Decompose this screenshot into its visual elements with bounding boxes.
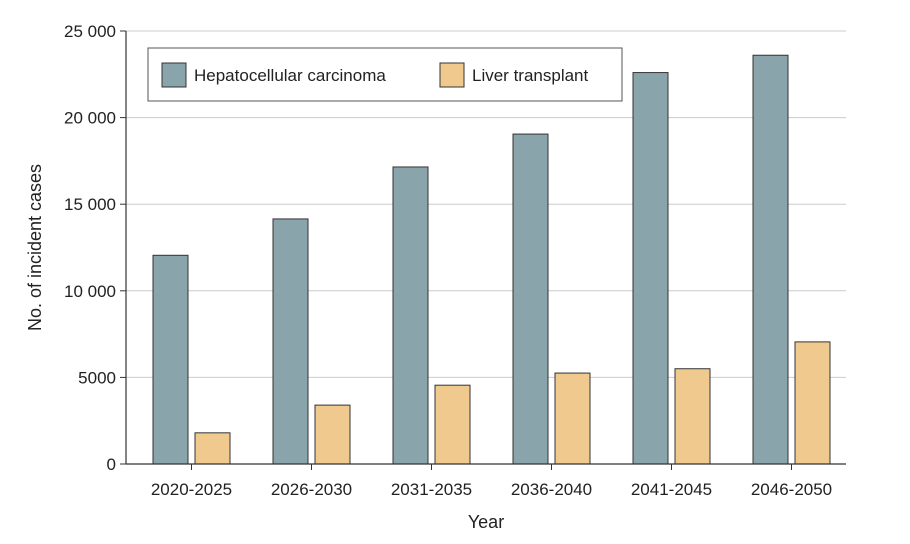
x-tick-label: 2031-2035 bbox=[391, 480, 472, 499]
y-tick-label: 0 bbox=[107, 455, 116, 474]
legend-swatch-liver-transplant bbox=[439, 62, 465, 88]
bar-hepatocellular-carcinoma-2046-2050 bbox=[752, 54, 789, 465]
legend-label-hepatocellular-carcinoma: Hepatocellular carcinoma bbox=[194, 66, 386, 85]
x-axis-title: Year bbox=[468, 512, 504, 532]
x-tick-label: 2020-2025 bbox=[151, 480, 232, 499]
bar-hepatocellular-carcinoma-2020-2025 bbox=[152, 254, 189, 465]
y-tick-label: 5000 bbox=[78, 368, 116, 387]
bar-hepatocellular-carcinoma-2026-2030 bbox=[272, 218, 309, 465]
bar-hepatocellular-carcinoma-2031-2035 bbox=[392, 166, 429, 465]
legend-label-liver-transplant: Liver transplant bbox=[472, 66, 589, 85]
bar-liver-transplant-2041-2045 bbox=[674, 368, 711, 465]
legend-swatch-hepatocellular-carcinoma bbox=[161, 62, 187, 88]
bar-hepatocellular-carcinoma-2036-2040 bbox=[512, 133, 549, 465]
x-tick-label: 2041-2045 bbox=[631, 480, 712, 499]
y-tick-label: 15 000 bbox=[64, 195, 116, 214]
bar-hepatocellular-carcinoma-2041-2045 bbox=[632, 72, 669, 465]
bar-liver-transplant-2046-2050 bbox=[794, 341, 831, 465]
x-tick-label: 2046-2050 bbox=[751, 480, 832, 499]
gridlines bbox=[126, 30, 846, 378]
y-tick-label: 20 000 bbox=[64, 109, 116, 128]
legend-box bbox=[147, 47, 623, 102]
bar-liver-transplant-2031-2035 bbox=[434, 384, 471, 465]
bar-liver-transplant-2036-2040 bbox=[554, 372, 591, 465]
bar-liver-transplant-2020-2025 bbox=[194, 432, 231, 465]
y-tick-labels: 0 5000 10 000 15 000 20 000 25 000 bbox=[64, 22, 126, 474]
y-axis-title: No. of incident cases bbox=[25, 164, 45, 331]
x-tick-label: 2036-2040 bbox=[511, 480, 592, 499]
legend: Hepatocellular carcinoma Liver transplan… bbox=[147, 47, 623, 102]
x-tick-label: 2026-2030 bbox=[271, 480, 352, 499]
y-tick-label: 25 000 bbox=[64, 22, 116, 41]
axes bbox=[125, 31, 846, 465]
bar-liver-transplant-2026-2030 bbox=[314, 404, 351, 465]
y-tick-label: 10 000 bbox=[64, 282, 116, 301]
bars bbox=[152, 54, 831, 465]
x-tick-labels: 2020-2025 2026-2030 2031-2035 2036-2040 2041… bbox=[151, 464, 832, 499]
